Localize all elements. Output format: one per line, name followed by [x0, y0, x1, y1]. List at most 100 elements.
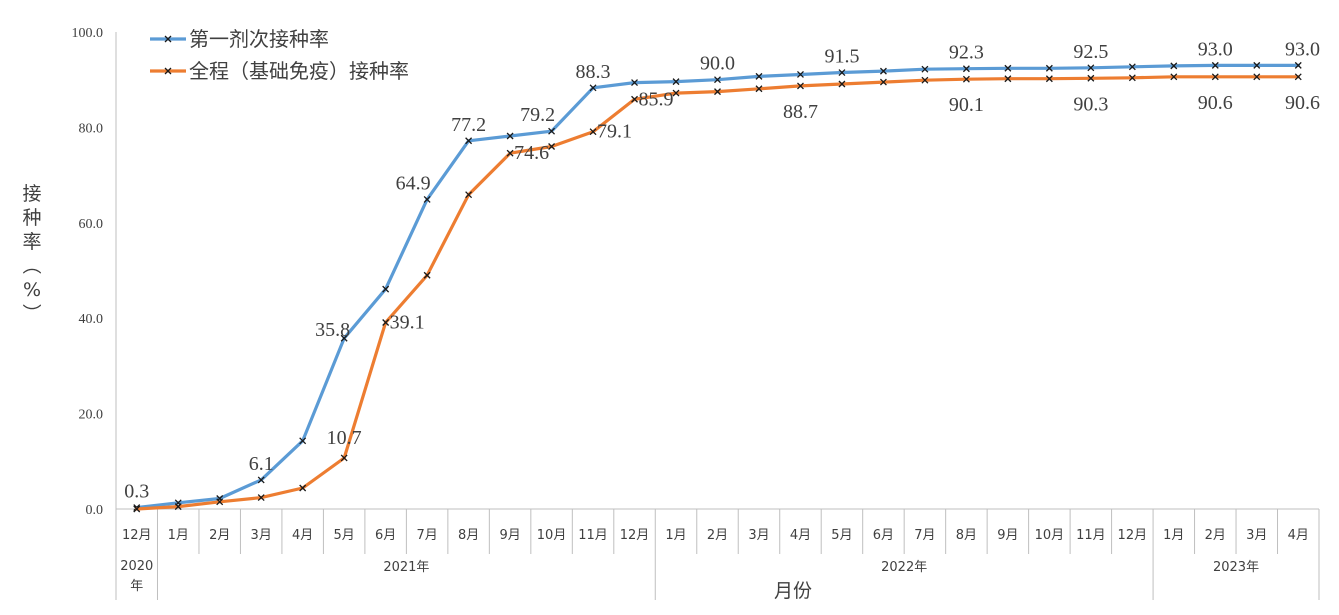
data-label: 90.3	[1073, 93, 1108, 115]
data-point	[465, 137, 473, 145]
x-tick-label: 2月	[1205, 528, 1226, 543]
data-label: 92.3	[949, 42, 984, 64]
data-point	[382, 285, 390, 293]
y-axis-title-char: ）	[20, 303, 42, 322]
series-line-2	[135, 75, 1300, 511]
data-point	[340, 334, 348, 342]
y-tick-label: 40.0	[79, 312, 104, 327]
y-tick-label: 100.0	[72, 26, 104, 41]
data-label: 0.3	[124, 481, 149, 503]
data-point	[1294, 61, 1302, 69]
data-point	[257, 476, 265, 484]
data-point	[216, 498, 224, 506]
data-point	[1004, 75, 1012, 83]
data-point	[797, 82, 804, 90]
data-point	[257, 494, 265, 502]
data-point	[1087, 74, 1095, 82]
data-point	[382, 319, 390, 326]
year-label: 2022年	[881, 560, 927, 575]
data-label: 93.0	[1198, 38, 1233, 60]
y-tick-label: 0.0	[86, 503, 104, 518]
data-point	[838, 80, 846, 88]
data-point	[962, 75, 970, 83]
data-point	[589, 128, 597, 136]
data-label: 35.8	[315, 319, 350, 341]
series-layer	[133, 61, 1302, 513]
data-point	[921, 65, 929, 73]
data-label: 92.5	[1073, 41, 1108, 63]
data-labels: 0.3 6.1 35.8 64.9 77.2 79.2 88.3 90.0 91.5 92.3 92…	[124, 38, 1320, 502]
data-point	[1128, 63, 1136, 71]
year-label: 年	[130, 579, 143, 594]
data-label: 90.6	[1198, 92, 1233, 114]
x-tick-label: 11月	[578, 528, 608, 543]
data-label: 10.7	[327, 427, 362, 449]
y-tick-label: 80.0	[79, 121, 104, 136]
data-point	[423, 195, 431, 203]
legend-label-1: 第一剂次接种率	[189, 27, 329, 51]
x-tick-label: 6月	[873, 528, 894, 543]
x-tick-label: 3月	[251, 528, 272, 543]
series-line-1	[135, 63, 1300, 510]
y-axis-title-char: 种	[22, 207, 41, 229]
x-tick-label: 12月	[1118, 528, 1148, 543]
x-tick-label: 4月	[1288, 528, 1309, 543]
x-tick-label: 7月	[914, 528, 935, 543]
x-tick-label: 10月	[1035, 528, 1065, 543]
x-tick-label: 10月	[537, 528, 567, 543]
data-point	[174, 503, 182, 511]
data-point	[548, 143, 556, 150]
data-point	[921, 76, 929, 84]
data-point	[506, 149, 514, 157]
data-point	[1253, 73, 1261, 81]
data-point	[962, 65, 970, 73]
data-label: 90.0	[700, 53, 735, 75]
data-point	[548, 127, 556, 135]
data-label: 90.6	[1285, 92, 1320, 114]
data-point	[714, 76, 721, 84]
data-point	[755, 72, 763, 80]
y-axis-title-char: 率	[22, 231, 41, 253]
x-tick-label: 1月	[1163, 528, 1184, 543]
data-point	[506, 132, 514, 140]
x-tick-label: 8月	[458, 528, 479, 543]
data-label: 6.1	[249, 453, 274, 475]
y-axis-title-char: 接	[22, 183, 41, 205]
data-label: 39.1	[390, 311, 425, 333]
x-tick-label: 5月	[831, 528, 852, 543]
data-point	[1004, 64, 1012, 72]
x-tick-label: 8月	[956, 528, 977, 543]
y-axis-title-char: （	[20, 255, 42, 274]
data-point	[340, 454, 348, 462]
x-tick-label: 2月	[209, 528, 230, 543]
x-tick-label: 4月	[790, 528, 811, 543]
data-point	[1170, 62, 1178, 70]
y-tick-labels: 0.0 20.0 40.0 60.0 80.0 100.0	[72, 26, 104, 518]
data-label: 85.9	[639, 88, 674, 110]
data-label: 74.6	[514, 142, 549, 164]
year-label: 2023年	[1213, 560, 1259, 575]
data-point	[1045, 75, 1053, 83]
data-label: 77.2	[451, 114, 486, 136]
data-point	[631, 95, 638, 103]
data-label: 79.1	[597, 121, 632, 143]
x-tick-label: 1月	[168, 528, 189, 543]
y-axis-title-char: %	[23, 279, 41, 301]
x-tick-label: 2月	[707, 528, 728, 543]
data-point	[1211, 73, 1219, 81]
data-point	[755, 85, 763, 93]
data-point	[1294, 73, 1302, 81]
data-label: 91.5	[824, 46, 859, 68]
x-axis-title: 月份	[774, 580, 812, 602]
data-point	[714, 88, 721, 96]
data-point	[1045, 64, 1053, 72]
data-point	[879, 67, 887, 75]
data-point	[838, 69, 846, 77]
x-tick-label: 9月	[499, 528, 520, 543]
data-point	[1128, 74, 1136, 82]
year-label: 2021年	[383, 560, 429, 575]
data-point	[1211, 61, 1219, 69]
x-axis: 12月 1月 2月 3月 4月 5月 6月 7月 8月 9月 10月 11月 12月 1月 2月 3月 4月 5月…	[115, 508, 1320, 600]
